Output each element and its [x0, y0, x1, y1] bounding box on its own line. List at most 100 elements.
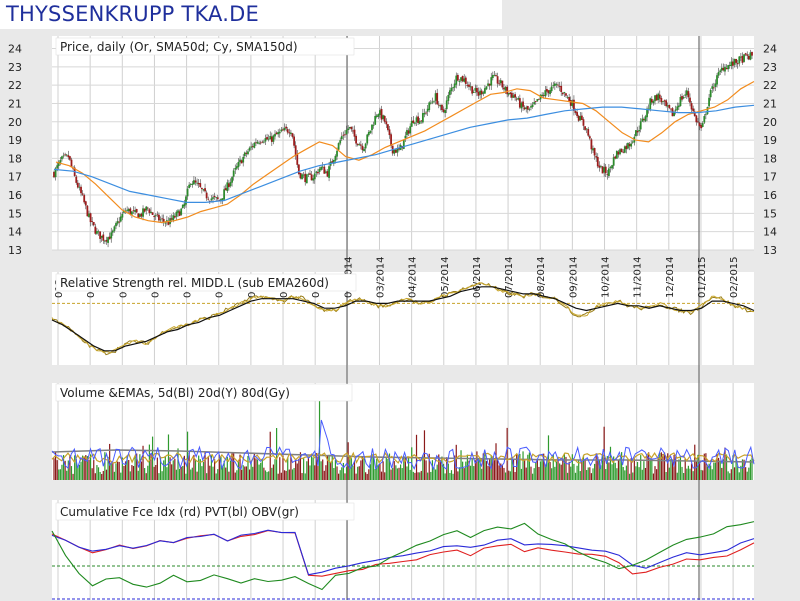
volume-bar — [318, 388, 321, 480]
candlestick — [353, 125, 356, 141]
volume-bar — [439, 460, 441, 480]
candle-body — [328, 166, 330, 178]
volume-bar — [360, 460, 362, 480]
volume-bar — [466, 454, 468, 480]
volume-bar — [366, 473, 368, 480]
sma50-line — [55, 80, 755, 224]
volume-bar — [721, 467, 723, 480]
candle-body — [623, 146, 626, 153]
candlestick — [119, 212, 122, 223]
volume-bar — [166, 467, 168, 480]
candle-body — [227, 183, 230, 188]
candle-body — [565, 93, 567, 96]
volume-bar — [244, 466, 246, 480]
volume-bar — [72, 473, 74, 480]
candlestick — [684, 90, 687, 98]
candlestick — [650, 96, 653, 105]
candlestick — [525, 105, 528, 113]
candlestick — [304, 169, 307, 186]
volume-bar — [67, 460, 69, 480]
candlestick — [730, 57, 733, 70]
candlestick — [709, 88, 712, 101]
candle-body — [65, 154, 68, 156]
candle-body — [417, 116, 420, 124]
candle-body — [604, 166, 607, 174]
candlestick — [600, 164, 602, 169]
candle-body — [458, 81, 461, 82]
candlestick — [291, 132, 294, 139]
candlestick — [584, 126, 586, 131]
candlestick — [146, 206, 149, 211]
volume-bar — [506, 427, 508, 480]
candle-body — [574, 111, 577, 113]
volume-bar — [748, 467, 750, 480]
volume-bar — [708, 463, 710, 480]
volume-bar — [372, 457, 375, 480]
candlestick — [592, 145, 594, 153]
candlestick — [255, 138, 257, 147]
x-tick-label: 12/2014 — [665, 256, 676, 298]
candlestick — [727, 64, 730, 72]
volume-bar — [686, 468, 688, 480]
candle-body — [204, 188, 206, 192]
candlestick — [507, 92, 510, 97]
volume-bar — [89, 454, 92, 480]
candle-body — [611, 165, 613, 169]
volume-bar — [481, 468, 483, 480]
candlestick — [145, 205, 148, 215]
candle-body — [498, 83, 501, 85]
volume-panel-label-box — [55, 383, 353, 402]
candlestick — [232, 168, 235, 181]
candle-body — [88, 213, 90, 218]
candlestick — [215, 196, 218, 202]
candle-body — [622, 151, 625, 153]
candle-body — [493, 74, 496, 76]
volume-bar — [183, 455, 185, 480]
candlestick — [282, 127, 284, 131]
candle-body — [606, 174, 609, 176]
candlestick — [712, 82, 715, 92]
candle-body — [444, 110, 447, 114]
volume-bar — [656, 469, 658, 480]
candle-body — [617, 151, 620, 155]
volume-bar — [473, 466, 475, 480]
candle-body — [550, 86, 553, 92]
volume-bar — [86, 456, 88, 480]
candlestick — [666, 102, 669, 112]
candlestick — [576, 108, 579, 118]
volume-bar — [112, 462, 114, 480]
volume-bar — [285, 470, 287, 480]
candlestick — [253, 141, 256, 149]
candle-body — [57, 161, 60, 167]
candle-body — [297, 164, 300, 174]
volume-bar — [247, 455, 249, 480]
volume-bar — [291, 469, 294, 480]
candlestick — [580, 112, 583, 120]
candle-body — [569, 100, 572, 106]
volume-bar — [207, 456, 209, 480]
volume-bar — [430, 471, 432, 480]
volume-bar — [132, 466, 135, 480]
volume-bar — [450, 470, 453, 480]
candle-body — [96, 231, 98, 234]
candle-body — [536, 99, 539, 102]
candle-body — [54, 168, 57, 178]
volume-bar — [621, 452, 623, 480]
candle-body — [142, 208, 144, 217]
x-tick-label: 02/2015 — [729, 256, 740, 298]
volume-bar — [624, 470, 626, 480]
candle-body — [657, 93, 660, 101]
candle-body — [418, 120, 421, 124]
volume-bar — [350, 458, 352, 480]
candle-body — [380, 109, 383, 120]
candlestick — [86, 205, 89, 217]
candle-body — [317, 171, 319, 174]
candlestick — [375, 113, 378, 119]
volume-bar — [571, 454, 573, 480]
candle-body — [175, 211, 178, 217]
volume-bar — [271, 467, 273, 480]
volume-bar — [190, 469, 192, 480]
candlestick — [553, 81, 556, 90]
y-tick-label-right: 24 — [763, 42, 777, 55]
candle-body — [270, 136, 273, 142]
